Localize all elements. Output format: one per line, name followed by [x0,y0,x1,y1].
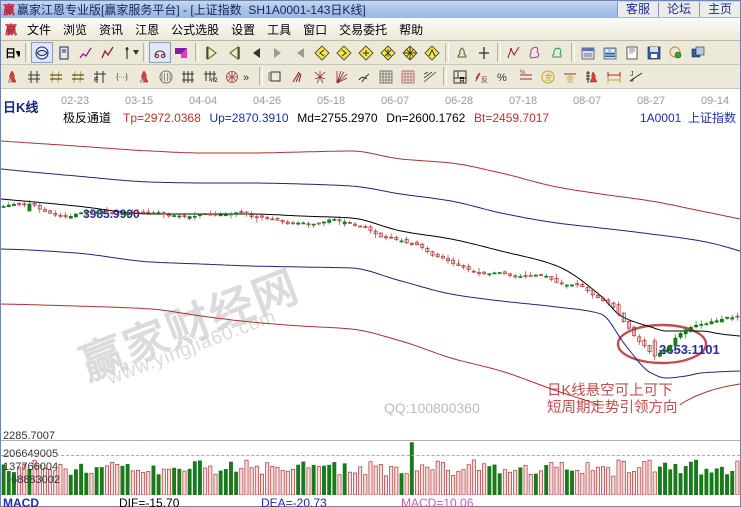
svg-text:日▾: 日▾ [5,47,20,60]
svg-text:n2: n2 [211,78,218,84]
svg-text:J: J [630,71,634,78]
svg-text:金: 金 [566,74,574,84]
svg-text:F: F [94,77,98,84]
svg-text:目: 目 [459,77,465,84]
svg-text:»: » [243,72,249,84]
svg-text:%: % [497,72,507,84]
svg-text:%: % [520,70,526,76]
svg-text:反: 反 [481,75,488,84]
svg-text:金: 金 [545,72,553,82]
